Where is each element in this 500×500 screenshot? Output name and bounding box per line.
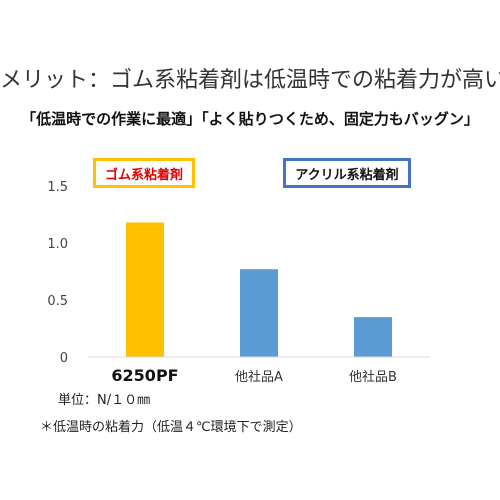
y-tick-label: 1.0	[47, 237, 68, 252]
page-title: メリット：ゴム系粘着剤は低温時での粘着力が高い	[0, 68, 500, 93]
bar-3	[354, 317, 392, 357]
x-category-label: 他社品A	[235, 369, 283, 385]
bar-1	[126, 222, 164, 357]
y-tick-label: 1.5	[47, 180, 68, 195]
y-tick-label: 0	[60, 351, 68, 366]
y-tick-label: 0.5	[47, 294, 68, 309]
unit-label: 単位：N/１０㎜	[58, 393, 151, 408]
legend-acrylic-adhesive: アクリル系粘着剤	[283, 158, 411, 188]
footnote: ＊低温時の粘着力（低温４℃環境下で測定）	[40, 420, 302, 435]
bar-2	[240, 269, 278, 357]
legend-rubber-adhesive: ゴム系粘着剤	[93, 158, 195, 188]
x-category-label: 他社品B	[349, 369, 397, 385]
page-subtitle: 「低温時での作業に最適」「よく貼りつくため、固定力もバッグン」	[21, 110, 479, 128]
legend-acrylic-adhesive-label: アクリル系粘着剤	[295, 167, 399, 183]
legend-rubber-adhesive-label: ゴム系粘着剤	[104, 167, 183, 183]
x-category-label: 6250PF	[111, 366, 178, 385]
